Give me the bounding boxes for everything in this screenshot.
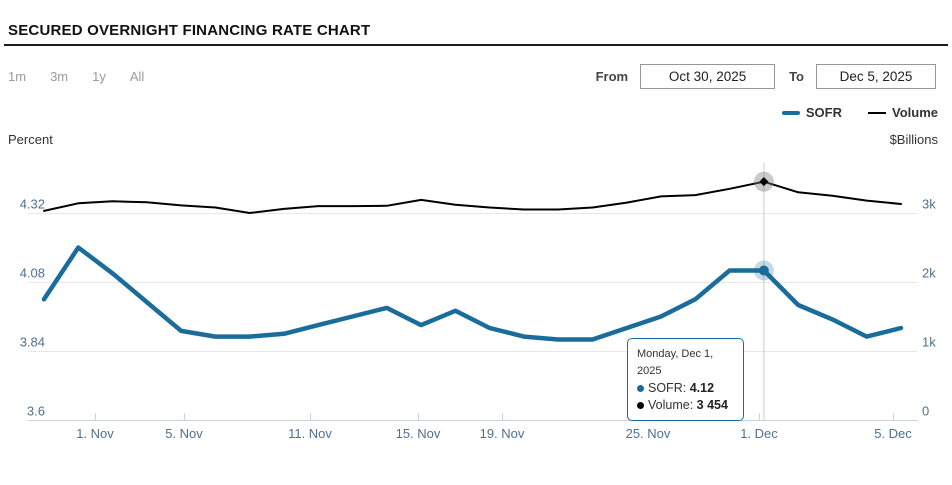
volume-line-icon [868, 111, 886, 114]
tooltip-volume-label: Volume: [648, 398, 694, 412]
tooltip-volume-value: 3 454 [696, 398, 728, 412]
volume-marker[interactable] [759, 177, 769, 187]
to-date-input[interactable]: Dec 5, 2025 [816, 63, 936, 89]
sofr-marker[interactable] [758, 265, 769, 276]
x-tick-label: 5. Dec [874, 426, 912, 441]
legend-item-volume[interactable]: Volume [868, 105, 938, 120]
legend-label-sofr: SOFR [805, 105, 842, 120]
y-right-tick-label: 0 [922, 404, 929, 419]
x-tick-label: 15. Nov [396, 426, 441, 441]
tooltip-sofr-label: SOFR: [648, 381, 687, 395]
legend-item-sofr[interactable]: SOFR [781, 105, 842, 120]
title-divider [4, 44, 948, 46]
y-left-tick-label: 3.84 [20, 335, 45, 350]
range-button-all[interactable]: All [129, 68, 145, 84]
range-button-1y[interactable]: 1y [92, 68, 106, 84]
page-title: SECURED OVERNIGHT FINANCING RATE CHART [8, 22, 371, 39]
legend-label-volume: Volume [892, 105, 938, 120]
sofr-line-icon [781, 110, 800, 115]
from-label: From [595, 68, 629, 84]
sofr-chart-page: SECURED OVERNIGHT FINANCING RATE CHART 1… [0, 22, 952, 453]
tooltip-sofr-value: 4.12 [689, 381, 715, 395]
y-right-tick-label: 3k [922, 197, 936, 212]
series-line-sofr[interactable] [41, 245, 904, 342]
controls-row: 1m 3m 1y All From Oct 30, 2025 To Dec 5,… [0, 63, 952, 89]
sofr-dot-icon [637, 385, 644, 392]
x-tick-label: 25. Nov [626, 426, 671, 441]
to-label: To [789, 68, 804, 84]
chart-canvas[interactable]: 4.32 4.08 3.84 3.6 3k 2k 1k 0 1. Nov 5. Nov 11. No… [0, 151, 952, 453]
y-left-tick-label: 3.6 [27, 404, 45, 419]
range-selector: 1m 3m 1y All [8, 69, 144, 84]
x-tick-label: 1. Dec [740, 426, 778, 441]
volume-dot-icon [637, 402, 644, 409]
tooltip-volume-row: Volume: 3 454 [637, 397, 734, 414]
y-right-tick-label: 2k [922, 266, 936, 281]
from-date-input[interactable]: Oct 30, 2025 [640, 63, 776, 89]
series-line-volume[interactable] [43, 180, 902, 214]
date-range-controls: From Oct 30, 2025 To Dec 5, 2025 [595, 63, 936, 89]
chart-tooltip: Monday, Dec 1, 2025 SOFR: 4.12 Volume: 3… [627, 338, 744, 421]
range-button-1m[interactable]: 1m [8, 68, 27, 84]
x-tick-label: 19. Nov [480, 426, 525, 441]
y-right-tick-label: 1k [922, 335, 936, 350]
y-left-tick-label: 4.32 [20, 197, 45, 212]
range-button-3m[interactable]: 3m [50, 68, 69, 84]
legend: SOFR Volume [0, 104, 952, 121]
left-axis-title: Percent [8, 132, 53, 147]
right-axis-title: $Billions [889, 132, 938, 147]
tooltip-sofr-row: SOFR: 4.12 [637, 380, 734, 397]
x-tick-label: 5. Nov [165, 426, 203, 441]
x-tick-label: 11. Nov [288, 426, 332, 441]
y-left-tick-label: 4.08 [20, 266, 45, 281]
tooltip-date: Monday, Dec 1, 2025 [637, 348, 714, 377]
chart-area[interactable]: 4.32 4.08 3.84 3.6 3k 2k 1k 0 1. Nov 5. Nov 11. No… [0, 151, 952, 453]
axis-titles: Percent $Billions [0, 132, 952, 149]
x-tick-label: 1. Nov [76, 426, 114, 441]
